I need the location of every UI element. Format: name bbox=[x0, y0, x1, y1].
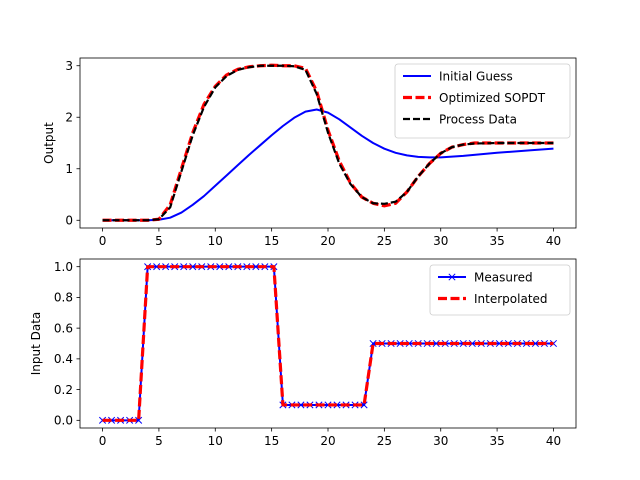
chart-panel-1: 0 5 10 15 20 25 30 35 40 0 1 2 3 Output Initial Guess O… bbox=[42, 57, 577, 248]
y-tick-label: 0.6 bbox=[54, 321, 73, 335]
x-tick-label: 20 bbox=[320, 234, 335, 248]
x-tick-label: 10 bbox=[208, 434, 223, 448]
legend-label-2: Optimized SOPDT bbox=[439, 91, 546, 105]
x-tick-label: 35 bbox=[489, 434, 504, 448]
y-tick-label: 0 bbox=[65, 214, 73, 228]
x-tick-label: 15 bbox=[264, 234, 279, 248]
data-point-marker bbox=[405, 339, 413, 348]
series-line-3 bbox=[102, 64, 554, 222]
legend-label-3: Process Data bbox=[439, 112, 517, 126]
data-point-marker bbox=[216, 263, 224, 271]
legend-label-2: Interpolated bbox=[474, 292, 548, 306]
data-point-marker bbox=[189, 263, 197, 271]
x-tick-label: 5 bbox=[155, 234, 163, 248]
data-point-marker bbox=[369, 339, 377, 348]
legend-label-1: Measured bbox=[474, 270, 533, 284]
x-tick-label: 5 bbox=[155, 434, 163, 448]
y-tick-label: 0.0 bbox=[54, 414, 73, 428]
series-line-2 bbox=[102, 265, 554, 422]
y-axis-label: Output bbox=[42, 122, 56, 164]
data-point-marker bbox=[135, 416, 143, 424]
data-point-marker bbox=[495, 339, 503, 348]
x-tick-label: 30 bbox=[433, 234, 448, 248]
legend-label-1: Initial Guess bbox=[439, 69, 513, 83]
data-point-marker bbox=[549, 339, 558, 348]
legend-marker-icon bbox=[448, 273, 456, 281]
x-tick-label: 0 bbox=[99, 434, 107, 448]
data-point-marker bbox=[468, 339, 476, 348]
x-tick-label: 15 bbox=[264, 434, 279, 448]
y-tick-label: 0.8 bbox=[54, 291, 73, 305]
series-line-1 bbox=[102, 108, 554, 222]
data-point-marker bbox=[297, 401, 305, 409]
x-tick-label: 30 bbox=[433, 434, 448, 448]
data-point-marker bbox=[108, 416, 116, 424]
data-point-marker bbox=[153, 263, 161, 271]
legend: Initial Guess Optimized SOPDT Process Data bbox=[394, 63, 571, 139]
y-tick-label: 0.4 bbox=[54, 352, 73, 366]
data-point-marker bbox=[252, 263, 260, 271]
data-point-marker bbox=[360, 401, 368, 409]
x-tick-label: 25 bbox=[377, 434, 392, 448]
data-point-marker bbox=[324, 401, 332, 409]
y-axis-label: Input Data bbox=[29, 312, 43, 376]
x-tick-label: 0 bbox=[99, 234, 107, 248]
y-tick-label: 3 bbox=[65, 59, 73, 73]
x-tick-label: 25 bbox=[377, 234, 392, 248]
x-tick-label: 20 bbox=[320, 434, 335, 448]
legend: Measured Interpolated bbox=[429, 264, 571, 316]
x-tick-label: 40 bbox=[546, 434, 561, 448]
x-tick-label: 10 bbox=[208, 234, 223, 248]
y-tick-label: 1 bbox=[65, 162, 73, 176]
chart-panel-2: 0 5 10 15 20 25 30 35 40 0.0 0.2 0.4 0.6 0.8 1.0 Input … bbox=[29, 258, 577, 448]
x-tick-label: 35 bbox=[489, 234, 504, 248]
x-tick-label: 40 bbox=[546, 234, 561, 248]
data-point-marker bbox=[432, 339, 440, 348]
data-point-marker bbox=[98, 416, 107, 424]
y-tick-label: 1.0 bbox=[54, 260, 73, 274]
data-point-marker bbox=[531, 339, 539, 348]
y-tick-label: 0.2 bbox=[54, 383, 73, 397]
y-tick-label: 2 bbox=[65, 111, 73, 125]
legend-box bbox=[394, 63, 571, 139]
